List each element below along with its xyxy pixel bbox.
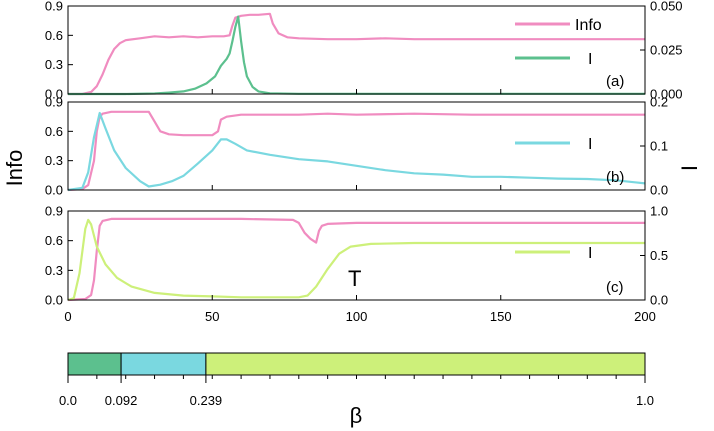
beta-segment <box>205 352 646 376</box>
panel-label: (a) <box>606 73 624 90</box>
beta-axis-label: β <box>350 403 363 428</box>
left-tick-label: 0.0 <box>45 87 63 102</box>
left-tick-label: 0.9 <box>45 95 63 110</box>
panel-c: 0.0 0.3 0.6 0.9 0.0 0.5 1.0 I (c) T <box>45 204 668 308</box>
x-tick-label: 100 <box>346 309 368 324</box>
x-tick-label: 50 <box>205 309 219 324</box>
right-tick-label: 1.0 <box>650 204 668 219</box>
left-tick-label: 0.0 <box>45 293 63 308</box>
legend-label-i: I <box>588 245 592 262</box>
beta-tick-label: 0.239 <box>190 393 223 408</box>
left-tick-label: 0.6 <box>45 124 63 139</box>
panel-b: 0.0 0.3 0.6 0.9 0.0 0.1 0.2 I (b) <box>45 95 668 198</box>
beta-segment <box>67 352 122 376</box>
right-tick-label: 0.0 <box>650 293 668 308</box>
x-tick-label: 200 <box>634 309 656 324</box>
beta-tick-label: 0.092 <box>105 393 138 408</box>
series-line-i <box>67 111 646 192</box>
series-line-i <box>68 15 645 96</box>
left-tick-label: 0.3 <box>45 153 63 168</box>
x-tick-label: 150 <box>490 309 512 324</box>
left-tick-label: 0.3 <box>45 57 63 72</box>
left-tick-label: 0.9 <box>45 0 63 14</box>
annotation-text: T <box>348 266 361 291</box>
right-tick-label: 0.2 <box>650 95 668 110</box>
left-y-axis-label: Info <box>2 150 27 187</box>
right-tick-label: 0.5 <box>650 248 668 263</box>
beta-segment <box>120 352 207 376</box>
series-line-i <box>67 218 645 302</box>
left-tick-label: 0.0 <box>45 183 63 198</box>
right-tick-label: 0.050 <box>650 0 683 14</box>
beta-tick-label: 1.0 <box>636 393 654 408</box>
legend-label-info: Info <box>575 17 602 34</box>
legend-label-i: I <box>588 136 592 153</box>
right-tick-label: 0.0 <box>650 183 668 198</box>
right-tick-label: 0.025 <box>650 43 683 58</box>
right-tick-label: 0.1 <box>650 139 668 154</box>
right-tick-label: 0.000 <box>650 87 683 102</box>
x-tick-label: 0 <box>64 309 71 324</box>
left-tick-label: 0.6 <box>45 28 63 43</box>
legend-label-i: I <box>588 51 592 68</box>
panel-label: (c) <box>606 279 624 296</box>
left-tick-label: 0.3 <box>45 263 63 278</box>
left-tick-label: 0.6 <box>45 233 63 248</box>
panel-a: 0.0 0.3 0.6 0.9 0.000 0.025 0.050 Info I (a) <box>45 0 683 102</box>
chart-panels: 0.00.30.60.90.0000.0250.050InfoI(a)0.00.… <box>45 0 683 308</box>
panel-label: (b) <box>606 169 624 186</box>
beta-bar: 0.0 0.092 0.239 1.0 <box>59 352 654 408</box>
series-line-info <box>68 12 645 96</box>
beta-tick-label: 0.0 <box>59 393 77 408</box>
x-axis: 0 50 100 150 200 <box>64 309 655 324</box>
right-y-axis-label: I <box>677 165 702 171</box>
left-tick-label: 0.9 <box>45 204 63 219</box>
panel-frame <box>67 5 646 95</box>
series-line-info <box>67 217 645 302</box>
